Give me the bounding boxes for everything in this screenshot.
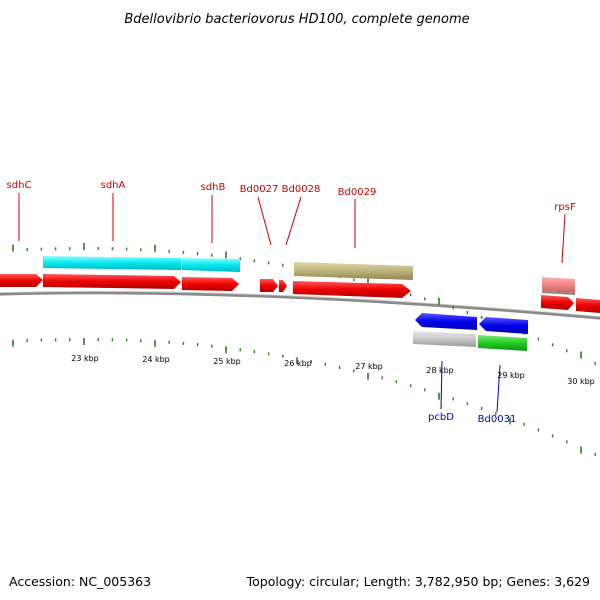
kbp-label-29: 29 kbp [497,371,525,380]
gene-Bd0027-arrow[interactable] [260,279,278,292]
gene-label-sdhC[interactable]: sdhC [7,180,32,191]
gene-label-Bd0031[interactable]: Bd0031 [478,414,517,425]
forward-gene-labels: sdhC sdhA sdhB Bd0027 Bd0028 Bd0029 rpsF [7,180,576,213]
map-title: Bdellovibrio bacteriovorus HD100, comple… [124,12,469,27]
gene-label-Bd0029[interactable]: Bd0029 [338,187,377,198]
gene-label-pcbD[interactable]: pcbD [428,412,454,423]
gene-sdhA-arrow[interactable] [43,274,181,289]
forward-gene-row-upper [43,256,575,295]
reverse-label-leaders [440,360,501,413]
gene-Bd0031-arrow[interactable] [479,317,528,334]
gene-sdhC-arrow[interactable] [0,274,43,287]
gene-sdhB-arrow[interactable] [182,277,239,291]
gene-next-arrow[interactable] [576,298,600,313]
gene-label-sdhB[interactable]: sdhB [201,182,226,193]
kbp-label-24: 24 kbp [142,355,170,364]
gene-Bd0029-arrow[interactable] [293,281,411,298]
gene-pcbD-bar[interactable] [413,331,476,347]
kbp-label-28: 28 kbp [426,366,454,375]
genome-backbone [0,291,600,320]
gene-label-rpsF[interactable]: rpsF [554,202,576,213]
gene-rpsF-arrow[interactable] [541,295,574,310]
forward-label-leaders [18,193,566,264]
forward-gene-row-lower [0,274,600,313]
genome-backbone-highlight [0,290,600,317]
accession-text: Accession: NC_005363 [9,574,152,589]
gene-Bd0031-bar[interactable] [478,335,527,351]
gene-sdhA-bar[interactable] [43,256,181,270]
reverse-gene-labels: pcbD Bd0031 [428,412,516,425]
gene-label-sdhA[interactable]: sdhA [101,180,126,191]
kbp-label-26: 26 kbp [284,359,312,368]
gene-Bd0028-arrow[interactable] [279,280,287,292]
gene-label-Bd0028[interactable]: Bd0028 [282,184,321,195]
gene-sdhB-bar[interactable] [182,258,240,272]
kbp-label-25: 25 kbp [213,357,241,366]
gene-Bd0029-bar[interactable] [294,262,413,280]
kbp-label-30: 30 kbp [567,377,595,386]
kbp-label-27: 27 kbp [355,362,383,371]
kbp-label-23: 23 kbp [71,354,99,363]
kbp-axis-labels: 23 kbp 24 kbp 25 kbp 26 kbp 27 kbp 28 kb… [71,354,595,386]
gene-rpsF-bar[interactable] [542,277,575,293]
reverse-tick-row [12,338,596,456]
gene-pcbD-arrow[interactable] [415,313,477,330]
genome-summary-text: Topology: circular; Length: 3,782,950 bp… [246,574,590,589]
reverse-gene-row [413,313,528,351]
gene-rpsF-bar-shadow [542,291,575,295]
gene-label-Bd0027[interactable]: Bd0027 [240,184,279,195]
